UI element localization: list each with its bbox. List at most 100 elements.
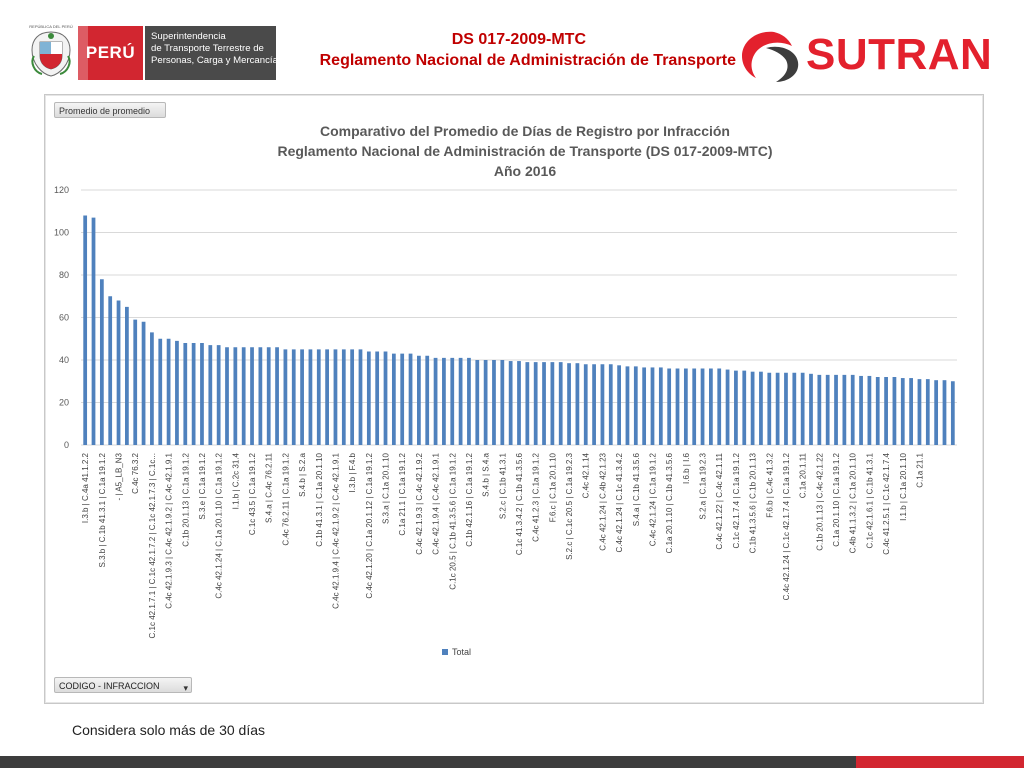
footer-band-accent — [856, 756, 1024, 768]
filter-dropdown-icon[interactable]: ▾ — [183, 683, 188, 693]
x-tick-label: C.1c 42.1.7.4 | C.1a 19.1.2 — [732, 452, 741, 548]
x-tick-label: C.4c 42.1.9.3 | C.4c 42.1.9.2 — [415, 452, 424, 554]
bar — [417, 355, 421, 445]
bar — [216, 345, 221, 445]
entity-name: Superintendencia de Transporte Terrestre… — [145, 26, 283, 80]
pivot-values-button[interactable]: Promedio de promedio — [54, 102, 166, 118]
x-tick-label: C.1a 20.1.11 — [799, 452, 808, 498]
bar — [692, 368, 697, 445]
x-tick-label: C.4c 42.1.24 | C.1c 42.1.7.4 | C.1a 19.1… — [782, 452, 791, 600]
bar — [934, 380, 939, 445]
x-tick-label: I.6.b | I.6 — [682, 452, 691, 484]
x-tick-label: C.4c 42.1.24 | C.1a 20.1.10 | C.1a 19.1.… — [215, 452, 224, 598]
x-tick-label: C.4c 41.2.5.1 | C.1c 42.1.7.4 — [882, 452, 891, 554]
bar — [483, 360, 488, 445]
bar — [892, 377, 897, 445]
bar — [633, 366, 638, 445]
bar — [558, 362, 563, 445]
x-tick-label: I.3.b | C.4a 41.1.2.2 — [81, 452, 90, 523]
bar — [425, 355, 430, 445]
bar — [400, 353, 405, 445]
x-tick-label: C.4c 42.1.20 | C.1a 20.1.12 | C.1a 19.1.… — [365, 452, 374, 598]
x-tick-label: C.4b 41.1.3.2 | C.1a 20.1.10 — [849, 452, 858, 553]
bar — [842, 374, 847, 445]
bar-chart: 0 20 40 60 80 100 120 I.3.b | C.4a 41.1.2.2 S.3.… — [54, 185, 957, 638]
bar — [834, 374, 838, 445]
bar — [200, 343, 204, 445]
bar — [125, 306, 129, 445]
x-tick-label: C.4c 42.1.24 | C.4b 42.1.23 — [598, 452, 607, 550]
x-tick-label: C.1c 42.1.6.1 | C.1b 41.3.1 — [865, 452, 874, 548]
bar — [258, 347, 263, 445]
x-tick-label: C.1b 20.1.13 | C.1a 19.1.2 — [181, 452, 190, 546]
y-tick-label: 120 — [54, 185, 69, 195]
bar — [358, 349, 363, 445]
bar — [742, 370, 747, 445]
bar — [116, 300, 121, 445]
x-tick-label: C.1b 41.3.1 | C.1a 20.1.10 — [315, 452, 324, 546]
bar — [266, 347, 271, 445]
x-tick-label: C.1b 42.1.16 | C.1a 19.1.2 — [465, 452, 474, 546]
x-tick-label: - | A5_LB_N3 — [115, 452, 124, 500]
bar — [784, 372, 788, 445]
bar — [475, 360, 480, 445]
chart-panel: Promedio de promedio Comparativo del Pro… — [44, 94, 984, 704]
x-tick-label: F.6.b | C.4c 41.3.2 — [765, 452, 774, 517]
chart-title-line-3: Año 2016 — [493, 163, 557, 179]
x-tick-label: C.4c 42.1.9.4 | C.4c 42.1.9.1 — [432, 452, 441, 554]
bar — [133, 319, 138, 445]
x-tick-label: I.1.b | C.2c 31.4 — [231, 452, 240, 509]
bar — [817, 374, 822, 445]
bar — [675, 368, 680, 445]
x-tick-label: C.1a 21.1 — [915, 452, 924, 487]
bar — [83, 215, 88, 445]
bar — [191, 343, 196, 445]
x-tick-label: C.1b 20.1.13 | C.4c 42.1.22 — [815, 452, 824, 550]
bar — [492, 360, 496, 445]
bar — [909, 378, 913, 445]
y-tick-label: 40 — [59, 355, 69, 365]
x-tick-label: C.1a 20.1.10 | C.1b 41.3.5.6 — [665, 452, 674, 553]
bar — [233, 347, 238, 445]
bar — [542, 362, 546, 445]
x-tick-label: S.3.e | C.1a 19.1.2 — [198, 452, 207, 519]
bar — [759, 371, 763, 445]
pivot-axis-field-button[interactable]: CODIGO - INFRACCION ▾ — [54, 677, 192, 693]
document-code: DS 017-2009-MTC — [451, 31, 586, 48]
x-tick-label: C.4c 42.1.24 | C.1a 19.1.2 — [648, 452, 657, 546]
bar — [950, 381, 955, 445]
sutran-logo: SUTRAN — [736, 26, 998, 84]
bar — [316, 349, 321, 445]
x-tick-label: S.4.a | C.4c 76.2.11 — [265, 452, 274, 523]
bar — [667, 368, 672, 445]
bar — [433, 357, 438, 445]
bar — [617, 365, 621, 445]
x-tick-label: I.3.b | F.4.b — [348, 452, 357, 492]
bar — [725, 369, 730, 445]
bar — [642, 367, 647, 445]
bar — [225, 347, 229, 445]
footer-band — [0, 756, 1024, 768]
bar — [884, 377, 888, 445]
bar — [350, 349, 355, 445]
legend-swatch — [442, 649, 448, 655]
bar — [508, 361, 513, 445]
x-tick-label: S.2.c | C.1c 20.5 | C.1a 19.2.3 — [565, 452, 574, 559]
x-tick-label: C.1c 20.5 | C.1b 41.3.5.6 | C.1a 19.1.2 — [448, 452, 457, 589]
chart-legend: Total — [442, 647, 471, 657]
bar — [850, 374, 855, 445]
bar — [408, 353, 413, 445]
bar — [809, 373, 813, 445]
x-tick-label: S.2.a | C.1a 19.2.3 — [699, 452, 708, 519]
x-tick-label: C.1c 43.5 | C.1a 19.1.2 — [248, 452, 257, 535]
chart-title-line-2: Reglamento Nacional de Administración de… — [277, 143, 773, 159]
x-tick-label: C.4c 76.2.11 | C.1a 19.1.2 — [281, 452, 290, 545]
bar — [875, 377, 880, 445]
bar — [291, 349, 296, 445]
bar — [533, 362, 538, 445]
x-tick-label: S.4.a | C.1b 41.3.5.6 — [632, 452, 641, 526]
document-name: Reglamento Nacional de Administración de… — [319, 52, 736, 69]
bar — [300, 349, 304, 445]
x-tick-label: C.1a 20.1.10 | C.1a 19.1.2 — [832, 452, 841, 546]
pivot-axis-field-label: CODIGO - INFRACCION — [59, 681, 160, 691]
